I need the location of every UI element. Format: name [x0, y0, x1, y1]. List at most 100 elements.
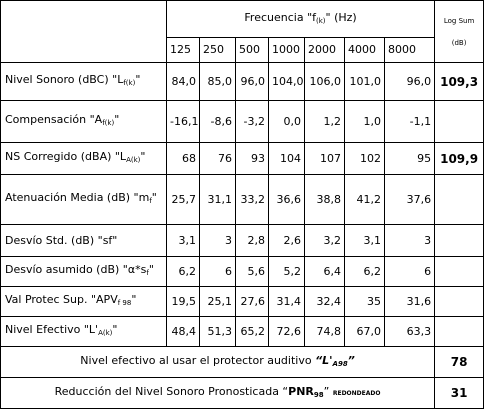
value: 2,8 [235, 224, 269, 257]
small-caps: REDONDEADO [332, 389, 381, 397]
value: 104 [268, 142, 305, 175]
value: 37,6 [383, 174, 436, 225]
text: " [114, 113, 120, 126]
subscript: f(k) [102, 119, 115, 127]
text: ” [323, 384, 333, 398]
emphasis: “L' [315, 353, 333, 367]
value: 101,0 [344, 62, 385, 101]
value: 6 [383, 256, 436, 287]
value: 27,6 [235, 286, 269, 317]
value: 84,0 [166, 62, 200, 101]
value: -8,6 [199, 100, 236, 143]
log-sum-unit: (dB) [451, 38, 467, 47]
value: 0,0 [268, 100, 305, 143]
value: 3,2 [304, 224, 345, 257]
value: 96,0 [235, 62, 269, 101]
value: 96,0 [383, 62, 436, 101]
summary-value: 78 [434, 346, 484, 378]
text: Nivel Efectivo "L' [5, 323, 99, 336]
data-row: Desvío asumido (dB) "α*sf" 6,2 6 5,6 5,2 6,4 6… [0, 256, 484, 287]
frequency: 4000 [344, 37, 385, 63]
text: Desvío Std. (dB) "sf" [5, 233, 118, 247]
log-sum-empty [434, 286, 484, 317]
value: 107 [304, 142, 345, 175]
value: 31,4 [268, 286, 305, 317]
strong: PNR [288, 384, 314, 398]
subscript: f [149, 197, 152, 205]
text: Val Protec Sup. "APV [5, 293, 118, 306]
value: 38,8 [304, 174, 345, 225]
text: " [148, 263, 154, 276]
frequency-row: 125 250 500 1000 2000 4000 8000 [1, 37, 484, 63]
emphasis: ” [347, 353, 355, 367]
subscript: f [146, 269, 149, 277]
data-row: NS Corregido (dBA) "LA(k)" 68 76 93 104 107 10… [0, 142, 484, 175]
text: " [112, 323, 118, 336]
row-label: Compensación "Af(k)" [0, 100, 167, 143]
value: 3 [199, 224, 236, 257]
subscript: A98 [332, 359, 348, 368]
log-sum-empty [434, 224, 484, 257]
value: 25,7 [166, 174, 200, 225]
value: 95 [383, 142, 436, 175]
summary-label: Reducción del Nivel Sonoro Pronosticada … [0, 377, 436, 409]
value: 33,2 [235, 174, 269, 225]
row-label: Desvío Std. (dB) "sf" [0, 224, 167, 257]
text: " (Hz) [325, 10, 357, 24]
header-title: Frecuencia "f(k)" (Hz) [165, 0, 436, 38]
value: 6,2 [344, 256, 385, 287]
value: 72,6 [268, 316, 305, 347]
text: Atenuación Media (dB) "m [5, 191, 150, 204]
value: 6,4 [304, 256, 345, 287]
corner-cell [0, 0, 167, 63]
text: " [140, 150, 146, 163]
value: 32,4 [304, 286, 345, 317]
value: 63,3 [383, 316, 436, 347]
subscript: A(k) [98, 329, 113, 337]
log-sum-label: Log Sum [443, 16, 475, 25]
text: Frecuencia "f [244, 10, 316, 24]
subscript: A(k) [126, 156, 141, 164]
value: -3,2 [235, 100, 269, 143]
text: NS Corregido (dBA) "L [5, 150, 127, 163]
text: " [131, 293, 137, 306]
data-row: Atenuación Media (dB) "mf" 25,7 31,1 33,2 36… [0, 174, 484, 225]
text: Nivel Sonoro (dBC) "L [5, 73, 124, 86]
subscript: f(k) [123, 79, 136, 87]
log-sum-empty [434, 256, 484, 287]
row-label: NS Corregido (dBA) "LA(k)" [0, 142, 167, 175]
value: 93 [235, 142, 269, 175]
text: " [151, 191, 157, 204]
log-sum-empty [434, 316, 484, 347]
value: 104,0 [268, 62, 305, 101]
value: 74,8 [304, 316, 345, 347]
row-label: Desvío asumido (dB) "α*sf" [0, 256, 167, 287]
value: 3,1 [166, 224, 200, 257]
frequency: 250 [199, 37, 236, 63]
data-row: Val Protec Sup. "APVf 98" 19,5 25,1 27,6 31,… [0, 286, 484, 317]
value: 1,2 [304, 100, 345, 143]
value: 41,2 [344, 174, 385, 225]
header-row: Frecuencia "f(k)" (Hz) Log Sum (dB) [0, 0, 484, 63]
log-sum-empty [434, 100, 484, 143]
value: 36,6 [268, 174, 305, 225]
text: Nivel efectivo al usar el protector audi… [80, 353, 316, 367]
text: Compensación "A [5, 113, 103, 126]
value: -1,1 [383, 100, 436, 143]
value: 5,2 [268, 256, 305, 287]
frequency: 8000 [383, 37, 436, 63]
summary-row: Nivel efectivo al usar el protector audi… [0, 346, 484, 378]
summary-value: 31 [434, 377, 484, 409]
value: 68 [166, 142, 200, 175]
frequency: 1000 [268, 37, 305, 63]
value: 31,1 [199, 174, 236, 225]
frequency: 500 [235, 37, 269, 63]
frequency: 125 [166, 37, 200, 63]
value: 25,1 [199, 286, 236, 317]
data-row: Nivel Sonoro (dBC) "Lf(k)" 84,0 85,0 96,0 10… [0, 62, 484, 101]
data-row: Desvío Std. (dB) "sf" 3,1 3 2,8 2,6 3,2 3,1 3 [0, 224, 484, 257]
value: 67,0 [344, 316, 385, 347]
value: 3 [383, 224, 436, 257]
row-label: Nivel Sonoro (dBC) "Lf(k)" [0, 62, 167, 101]
